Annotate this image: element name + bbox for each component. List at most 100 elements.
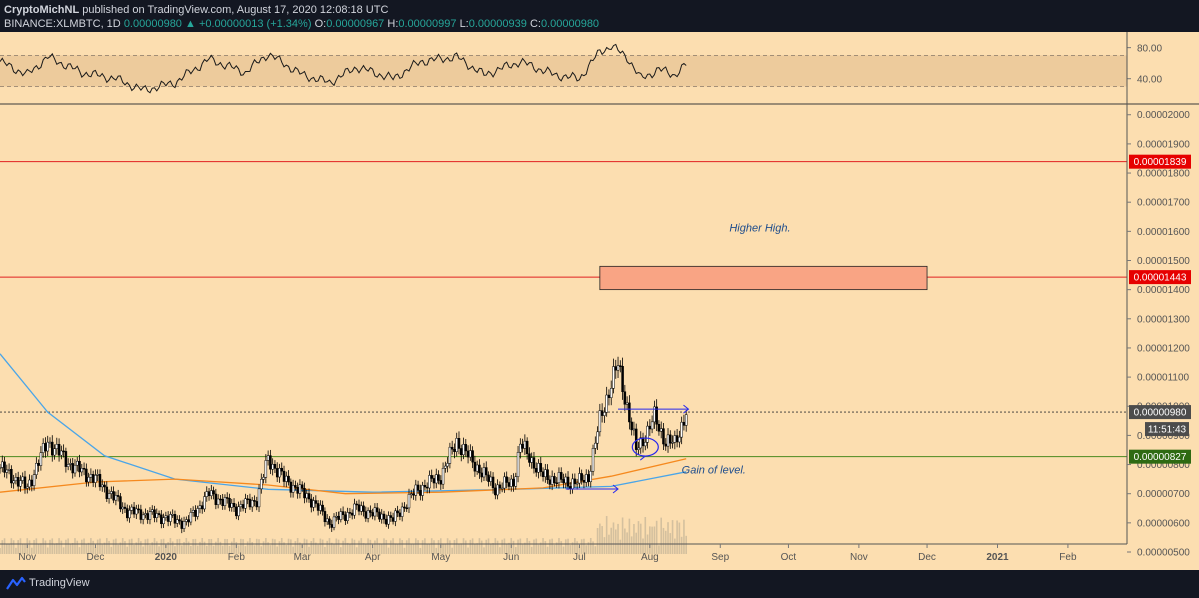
volume-bar — [637, 521, 640, 554]
volume-bar — [444, 543, 447, 554]
candle-body — [166, 515, 170, 522]
volume-bar — [374, 540, 376, 554]
candle-body — [573, 478, 577, 485]
volume-bar — [267, 542, 269, 554]
volume-bar — [201, 538, 204, 554]
volume-bar — [171, 541, 174, 554]
volume-bar — [483, 547, 485, 554]
volume-bar — [187, 541, 190, 554]
volume-bar — [146, 538, 149, 554]
volume-bar — [133, 544, 135, 554]
price-tags: 0.000018390.000014430.0000098011:51:430.… — [1129, 154, 1191, 464]
candle-body — [594, 442, 597, 449]
candle-body — [123, 506, 127, 509]
candle-body — [489, 476, 493, 482]
volume-bar — [183, 542, 185, 554]
candle-body — [55, 443, 59, 449]
candle-body — [435, 474, 438, 484]
volume-bar — [383, 538, 385, 554]
volume-bar — [583, 538, 585, 554]
volume-bar — [115, 538, 117, 554]
candle-body — [360, 505, 363, 512]
volume-bar — [151, 542, 154, 554]
volume-bar — [19, 538, 22, 554]
volume-bar — [403, 547, 406, 554]
candle-body — [614, 366, 618, 371]
candle-body — [278, 467, 281, 478]
volume-bar — [610, 527, 613, 554]
candle-body — [541, 471, 545, 478]
candle-body — [421, 485, 424, 496]
volume-bar — [117, 544, 119, 554]
candle-body — [241, 504, 245, 509]
rsi-pane[interactable]: 80.00 40.00 — [0, 44, 1162, 94]
volume-bar — [99, 538, 101, 554]
volume-bar — [305, 539, 308, 554]
low-value: 0.00000939 — [468, 18, 527, 30]
volume-bar — [90, 538, 92, 554]
volume-bar — [592, 541, 594, 554]
volume-bar — [210, 538, 213, 554]
candle-body — [366, 510, 370, 519]
volume-bar — [292, 546, 294, 554]
candle-body — [623, 391, 627, 405]
price-tick-label: 0.00001700 — [1137, 198, 1190, 209]
candle-body — [250, 500, 254, 508]
candle-body — [353, 503, 356, 516]
candle-body — [203, 496, 206, 510]
volume-bar — [128, 539, 131, 554]
candle-body — [253, 500, 256, 502]
target-zone-box — [599, 265, 928, 291]
candle-body — [566, 476, 570, 487]
tradingview-brand[interactable]: TradingView — [29, 577, 90, 589]
candle-body — [548, 479, 552, 485]
volume-bar — [408, 538, 410, 554]
time-tick-label: Feb — [1059, 552, 1077, 563]
candle-body — [430, 475, 433, 479]
candle-body — [539, 463, 543, 472]
candle-body — [219, 498, 222, 501]
volume-bar — [451, 547, 453, 554]
volume-bar — [599, 523, 601, 554]
open-label: O: — [314, 18, 327, 30]
volume-bar — [192, 539, 194, 554]
volume-bar — [112, 539, 115, 554]
price-chart[interactable]: 80.00 40.00 Higher High. Gain of level. 0.… — [0, 32, 1199, 570]
volume-bar — [528, 540, 531, 554]
volume-bar — [1, 540, 4, 554]
volume-bar — [130, 538, 133, 554]
support-price-tag-label: 0.00000827 — [1134, 452, 1187, 463]
author-name[interactable]: CryptoMichNL — [4, 4, 80, 16]
volume-bar — [196, 545, 199, 554]
published-text: published on TradingView.com, August 17,… — [82, 4, 389, 16]
drawings[interactable]: Higher High. Gain of level. — [565, 222, 928, 494]
volume-bar — [230, 541, 233, 554]
candle-body — [480, 472, 483, 478]
price-tick-label: 0.00001300 — [1137, 314, 1190, 325]
up-arrow-icon: ▲ — [185, 18, 196, 30]
candle-body — [207, 491, 211, 497]
candle-body — [287, 475, 290, 483]
price-tick-label: 0.00000800 — [1137, 460, 1190, 471]
candle-body — [37, 463, 40, 466]
candle-body — [21, 476, 24, 481]
volume-bar — [310, 540, 313, 554]
volume-bar — [442, 543, 444, 554]
candle-body — [155, 513, 159, 518]
volume-bar — [376, 538, 378, 554]
symbol-info: BINANCE:XLMBTC, 1D — [4, 18, 121, 30]
candle-body — [212, 490, 215, 495]
volume-bar — [533, 539, 535, 554]
candle-body — [171, 514, 174, 516]
volume-bar — [278, 541, 281, 554]
rsi-band — [0, 55, 1127, 87]
candle-body — [475, 464, 479, 472]
volume-bar — [419, 547, 422, 554]
rsi-tick-label: 80.00 — [1137, 44, 1162, 55]
volume-bar — [217, 538, 219, 554]
candle-body — [516, 452, 520, 477]
candle-body — [30, 479, 34, 486]
high-label: H: — [387, 18, 399, 30]
volume-bar — [165, 545, 167, 554]
time-axis[interactable]: Nov Dec 2020 Feb Mar Apr May Jun Jul Aug Sep Oct Nov… — [0, 543, 1127, 563]
